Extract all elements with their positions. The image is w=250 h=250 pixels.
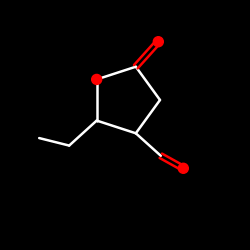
Circle shape <box>92 74 102 85</box>
Circle shape <box>178 163 188 173</box>
Circle shape <box>153 37 163 47</box>
